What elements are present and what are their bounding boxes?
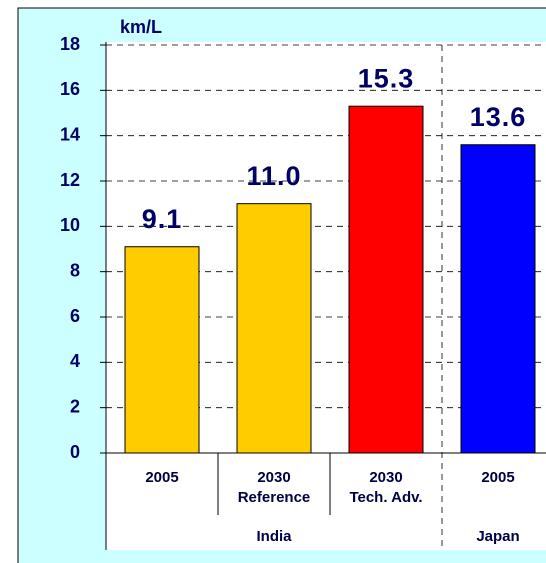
y-tick-label: 0 xyxy=(70,442,80,462)
value-label: 15.3 xyxy=(358,63,415,93)
group-label: India xyxy=(256,528,292,545)
y-tick-label: 10 xyxy=(60,215,80,235)
value-label: 9.1 xyxy=(142,204,183,234)
y-tick-label: 14 xyxy=(60,124,80,144)
y-tick-label: 16 xyxy=(60,79,80,99)
x-tick-label: 2005 xyxy=(145,469,178,486)
y-axis-label: km/L xyxy=(120,17,162,37)
y-tick-label: 4 xyxy=(70,351,80,371)
x-tick-label: 2005 xyxy=(481,469,514,486)
value-label: 13.6 xyxy=(470,102,527,132)
bar xyxy=(348,105,424,454)
x-tick-label: 2030 xyxy=(257,469,290,486)
value-label: 11.0 xyxy=(246,161,301,191)
y-tick-label: 18 xyxy=(60,34,80,54)
bar xyxy=(124,246,200,454)
group-label: Japan xyxy=(476,528,519,545)
bar xyxy=(236,203,312,454)
y-tick-label: 6 xyxy=(70,306,80,326)
x-tick-label: 2030 xyxy=(369,469,402,486)
x-tick-sublabel: Reference xyxy=(238,489,311,506)
bar xyxy=(460,144,536,454)
y-tick-label: 8 xyxy=(70,260,80,280)
y-tick-label: 2 xyxy=(70,396,80,416)
x-tick-sublabel: Tech. Adv. xyxy=(349,489,422,506)
y-tick-label: 12 xyxy=(60,170,80,190)
